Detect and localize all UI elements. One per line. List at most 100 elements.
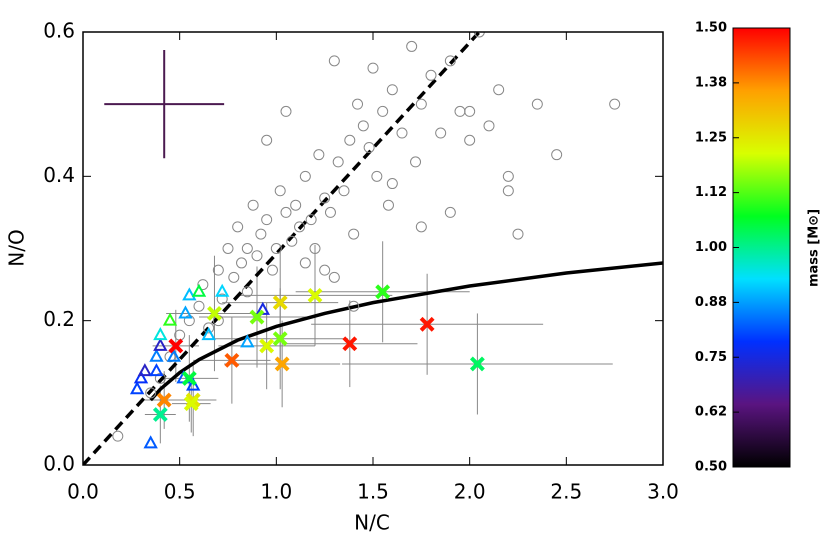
circle-point (493, 84, 505, 96)
circle-point (377, 105, 389, 117)
colorbar (732, 27, 791, 468)
circle-point (270, 243, 282, 254)
cross-point (156, 392, 172, 408)
x-tick-label: 2.5 (550, 480, 582, 504)
circle-point (255, 228, 267, 240)
circle-point (357, 120, 369, 132)
circle-point (483, 120, 495, 132)
circle-point (112, 430, 124, 442)
circle-point (241, 243, 253, 254)
cross-point (259, 338, 275, 354)
circle-point (406, 40, 418, 52)
circle-point (328, 271, 340, 283)
curve (149, 261, 663, 402)
circle-point (274, 185, 286, 197)
x-tick-label: 0.5 (164, 480, 196, 504)
circle-point (415, 98, 427, 110)
circle-point (464, 134, 476, 146)
circle-point (371, 170, 383, 182)
circle-point (280, 206, 292, 218)
circle-point (299, 257, 311, 269)
circle-point (145, 387, 157, 399)
circle-point (473, 32, 485, 38)
cross-point (224, 352, 240, 368)
circle-point (286, 235, 298, 247)
x-axis-label: N/C (354, 511, 390, 535)
circle-point (531, 98, 543, 110)
circle-point (266, 264, 278, 276)
circle-point (290, 199, 302, 211)
circle-point (261, 134, 273, 146)
triangle-point (201, 327, 216, 341)
circle-point (454, 105, 466, 117)
circle-point (367, 62, 379, 74)
circle-point (319, 192, 331, 204)
cross-point (272, 295, 288, 311)
circle-point (512, 228, 524, 240)
triangle-point (153, 337, 168, 351)
circle-point (410, 156, 422, 168)
circle-point (502, 185, 514, 197)
circle-point (212, 264, 224, 276)
circle-point (299, 170, 311, 182)
circle-point (609, 98, 621, 110)
triangle-point (143, 435, 158, 449)
colorbar-tick-label: 1.12 (695, 185, 727, 200)
y-tick-label: 0.0 (43, 452, 75, 476)
circle-point (236, 257, 248, 269)
cross-point (307, 287, 323, 303)
colorbar-tick-label: 1.38 (695, 75, 727, 90)
cross-point (168, 338, 184, 354)
circle-point (241, 286, 253, 298)
x-tick-label: 0.0 (67, 480, 99, 504)
triangle-point (149, 363, 164, 377)
circle-point (280, 105, 292, 117)
circle-point (324, 206, 336, 218)
cross-point (181, 370, 197, 386)
colorbar-tick-label: 0.88 (695, 295, 727, 310)
triangle-point (186, 377, 201, 391)
cross-point (272, 331, 288, 347)
cross-point (419, 316, 435, 332)
triangle-point (162, 312, 178, 326)
triangle-point (149, 348, 164, 362)
plot-area (83, 32, 663, 465)
circle-point (415, 221, 427, 233)
x-tick-label: 1.5 (357, 480, 389, 504)
colorbar-tick-label: 0.75 (695, 350, 727, 365)
circle-point (444, 206, 456, 218)
circle-point (294, 221, 306, 233)
circle-point (444, 55, 456, 67)
cross-point (183, 396, 199, 412)
circle-point (382, 199, 394, 211)
triangle-point (153, 327, 168, 341)
x-tick-label: 3.0 (647, 480, 679, 504)
triangle-point (182, 287, 197, 301)
circle-point (344, 134, 356, 146)
circle-point (396, 127, 408, 139)
circle-point (251, 250, 263, 262)
circle-point (386, 178, 398, 190)
colorbar-tick-label: 0.50 (695, 460, 727, 475)
circle-point (338, 185, 350, 197)
circle-point (363, 141, 375, 153)
cross-point (249, 309, 265, 325)
cross-point (152, 407, 168, 422)
cross-point (342, 336, 358, 352)
circle-point (193, 300, 205, 312)
circle-point (313, 149, 325, 161)
triangle-point (191, 283, 207, 297)
cross-point (469, 356, 485, 372)
circle-point (247, 199, 259, 211)
circle-point (352, 98, 364, 110)
colorbar-tick-label: 0.62 (695, 405, 727, 420)
colorbar-tick-label: 1.25 (695, 130, 727, 145)
circle-point (386, 84, 398, 96)
circle-point (464, 105, 476, 117)
cross-point (207, 306, 222, 321)
colorbar-tick-label: 1.50 (695, 21, 727, 36)
circle-point (348, 300, 360, 312)
circle-point (309, 243, 321, 254)
y-tick-label: 0.2 (43, 307, 75, 331)
